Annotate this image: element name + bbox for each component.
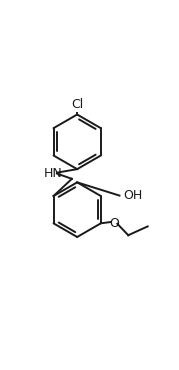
Text: Cl: Cl [71, 98, 83, 111]
Text: OH: OH [123, 189, 142, 202]
Text: O: O [109, 217, 119, 230]
Text: HN: HN [44, 167, 62, 180]
